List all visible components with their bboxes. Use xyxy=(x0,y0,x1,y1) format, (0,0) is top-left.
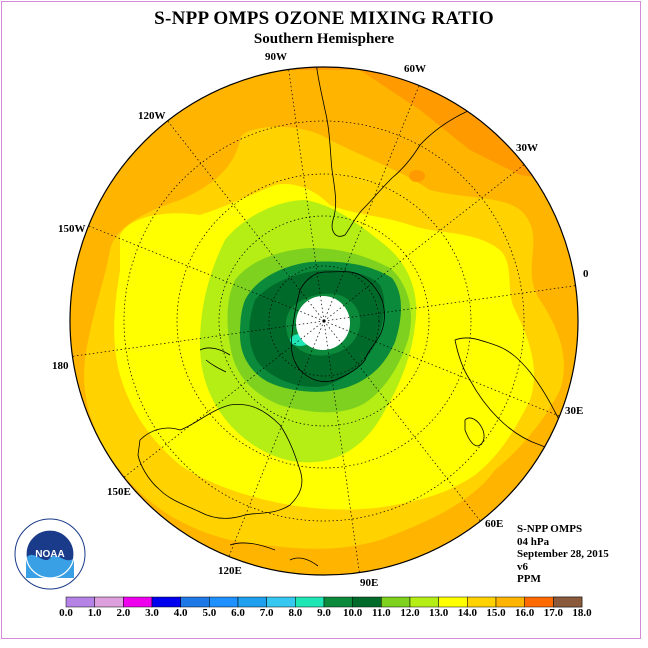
colorbar-tick-label: 7.0 xyxy=(259,607,274,619)
lon-label-30w: 30W xyxy=(516,142,538,154)
lon-label-60e: 60E xyxy=(485,518,504,530)
colorbar-swatch xyxy=(94,596,124,608)
colorbar-tick-label: 5.0 xyxy=(202,607,217,619)
map-boundary xyxy=(69,66,579,576)
colorbar-tick-label: 16.0 xyxy=(515,607,535,619)
polar-night-cap xyxy=(296,296,350,350)
colorbar-swatch xyxy=(381,596,411,608)
info-version: v6 xyxy=(517,560,528,573)
colorbar-tick-label: 8.0 xyxy=(288,607,303,619)
lon-label-0: 0 xyxy=(583,268,589,280)
lon-label-30e: 30E xyxy=(565,405,584,417)
colorbar-swatch xyxy=(409,596,439,608)
colorbar-tick-label: 18.0 xyxy=(572,607,592,619)
noaa-logo: NOAA xyxy=(14,518,86,590)
ozone-spot-darker xyxy=(409,170,425,182)
colorbar-swatch xyxy=(352,596,382,608)
colorbar-tick-label: 10.0 xyxy=(343,607,363,619)
colorbar-tick-label: 14.0 xyxy=(457,607,477,619)
colorbar-tick-label: 0.0 xyxy=(59,607,73,619)
colorbar-swatch xyxy=(151,596,181,608)
map-subtitle: Southern Hemisphere xyxy=(253,31,395,47)
lon-label-180: 180 xyxy=(52,360,69,372)
info-instrument: S-NPP OMPS xyxy=(517,523,583,535)
colorbar-swatch xyxy=(123,596,153,608)
lon-label-60w: 60W xyxy=(404,63,426,75)
latitude-circles xyxy=(123,120,525,522)
colorbar-swatch xyxy=(524,596,554,608)
colorbar-tick-label: 12.0 xyxy=(400,607,420,619)
colorbar-tick-label: 2.0 xyxy=(116,607,131,619)
info-units: PPM xyxy=(517,573,541,585)
coastline-madagascar xyxy=(464,417,485,447)
colorbar-swatch xyxy=(295,596,325,608)
colorbar-tick-label: 1.0 xyxy=(87,607,102,619)
lon-label-90e: 90E xyxy=(360,577,379,589)
info-block: S-NPP OMPS 04 hPa September 28, 2015 v6 … xyxy=(517,523,609,586)
lon-label-90w: 90W xyxy=(265,51,287,63)
coastline-antarctica xyxy=(290,271,385,382)
south-pole-marker xyxy=(322,319,326,323)
colorbar-tick-label: 15.0 xyxy=(486,607,506,619)
info-date: September 28, 2015 xyxy=(517,548,609,560)
colorbar-swatch xyxy=(467,596,497,608)
map-title: S-NPP OMPS OZONE MIXING RATIO xyxy=(154,8,494,29)
lon-label-120e: 120E xyxy=(218,565,242,577)
colorbar-swatch xyxy=(438,596,468,608)
colorbar-tick-label: 11.0 xyxy=(372,607,391,619)
figure-frame xyxy=(1,1,641,639)
colorbar-tick-label: 4.0 xyxy=(173,607,188,619)
noaa-logo-text: NOAA xyxy=(35,549,64,560)
info-level: 04 hPa xyxy=(517,535,550,548)
colorbar-swatch xyxy=(209,596,239,608)
coastline-south-america xyxy=(315,67,516,237)
colorbar-tick-label: 3.0 xyxy=(145,607,159,619)
lon-label-150w: 150W xyxy=(58,223,86,235)
colorbar-swatch xyxy=(65,596,95,608)
colorbar-swatch xyxy=(323,596,353,608)
colorbar-swatch xyxy=(180,596,210,608)
lon-label-150e: 150E xyxy=(107,486,131,498)
colorbar-tick-label: 13.0 xyxy=(429,607,449,619)
colorbar-swatch xyxy=(553,596,583,608)
colorbar-tick-label: 9.0 xyxy=(317,607,331,619)
colorbar-tick-label: 6.0 xyxy=(231,607,245,619)
colorbar-tick-label: 17.0 xyxy=(543,607,563,619)
colorbar-swatch xyxy=(495,596,525,608)
coastline-new-zealand xyxy=(199,347,231,373)
colorbar-swatch xyxy=(237,596,267,608)
lon-label-120w: 120W xyxy=(138,110,166,122)
coastline-australia xyxy=(137,403,303,519)
colorbar-swatch xyxy=(266,596,296,608)
